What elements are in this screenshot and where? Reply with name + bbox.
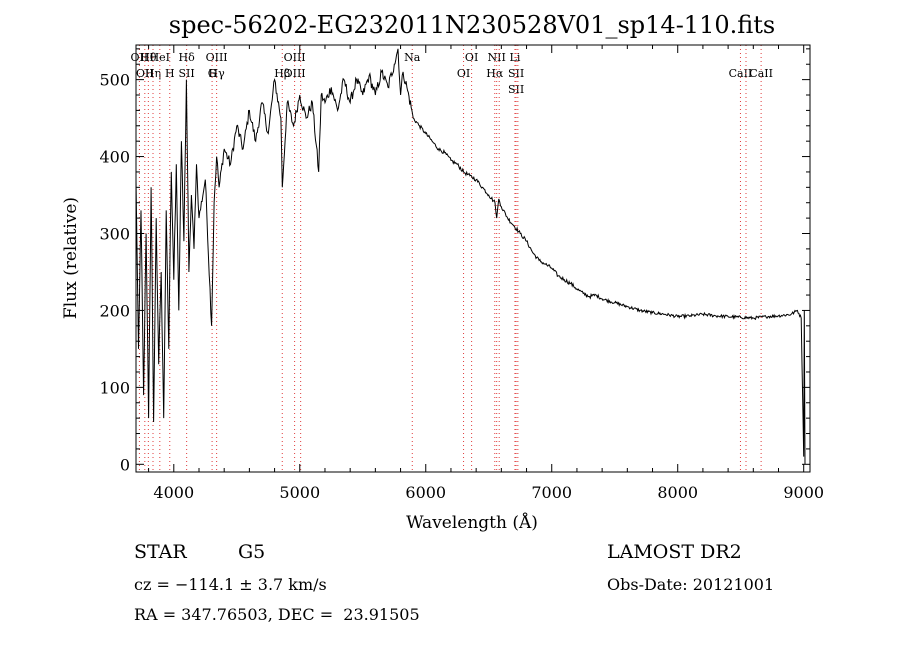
spectral-line-label: SII <box>508 67 524 80</box>
y-tick-label: 0 <box>120 455 130 474</box>
spectral-line-label: Hβ <box>274 67 290 80</box>
spectral-line-label: OIII <box>284 51 306 64</box>
x-tick-label: 7000 <box>531 483 572 502</box>
spectrum-series-line <box>135 48 806 465</box>
y-tick-label: 500 <box>99 71 130 90</box>
y-tick-label: 200 <box>99 301 130 320</box>
observation-date: Obs-Date: 20121001 <box>607 575 775 594</box>
spectral-line-label: G <box>208 67 217 80</box>
x-tick-label: 6000 <box>405 483 446 502</box>
spectral-line-label: CaII <box>729 67 753 80</box>
chart-title: spec-56202-EG232011N230528V01_sp14-110.f… <box>169 11 775 39</box>
spectral-line-label: SII <box>508 83 524 96</box>
spectral-line-label: Hδ <box>179 51 196 64</box>
y-tick-label: 400 <box>99 148 130 167</box>
coordinates-readout: RA = 347.76503, DEC = 23.91505 <box>134 605 420 624</box>
spectral-line-label: H <box>165 67 175 80</box>
spectral-line-label: OII <box>131 51 149 64</box>
spectral-line-label: SII <box>179 67 195 80</box>
x-tick-label: 9000 <box>783 483 824 502</box>
object-subclass: G5 <box>238 541 266 563</box>
axis-ticks: 4000 5000 6000 7000 8000 9000 0 100 200 300 400 500 <box>99 45 824 502</box>
spectral-line-label: OI <box>465 51 478 64</box>
spectral-line-label: OIII <box>206 51 228 64</box>
spectral-line-label: OIII <box>284 67 306 80</box>
x-tick-label: 5000 <box>279 483 320 502</box>
y-tick-label: 300 <box>99 224 130 243</box>
spectral-line-label: Hθ <box>140 51 157 64</box>
object-class: STAR <box>134 541 187 563</box>
spectral-line-label: OI <box>457 67 470 80</box>
spectral-line-label: HeI <box>150 51 170 64</box>
spectral-line-label: CaII <box>749 67 773 80</box>
x-tick-label: 4000 <box>153 483 194 502</box>
spectral-line-label: Hγ <box>209 67 226 80</box>
spectral-line-label: Hη <box>145 67 161 80</box>
spectral-line-label: OII <box>136 67 154 80</box>
y-axis-label: Flux (relative) <box>61 197 81 319</box>
x-axis-label: Wavelength (Å) <box>406 512 538 533</box>
spectral-line-label: Li <box>510 51 521 64</box>
survey-name: LAMOST DR2 <box>607 541 742 563</box>
plot-area <box>135 44 811 473</box>
redshift-readout: cz = −114.1 ± 3.7 km/s <box>134 575 327 594</box>
plot-frame <box>135 44 811 473</box>
spectral-line-label: Na <box>404 51 421 64</box>
x-tick-label: 8000 <box>657 483 698 502</box>
spectral-line-label: Hα <box>486 67 504 80</box>
y-tick-label: 100 <box>99 378 130 397</box>
spectral-line-label: NII <box>488 51 506 64</box>
